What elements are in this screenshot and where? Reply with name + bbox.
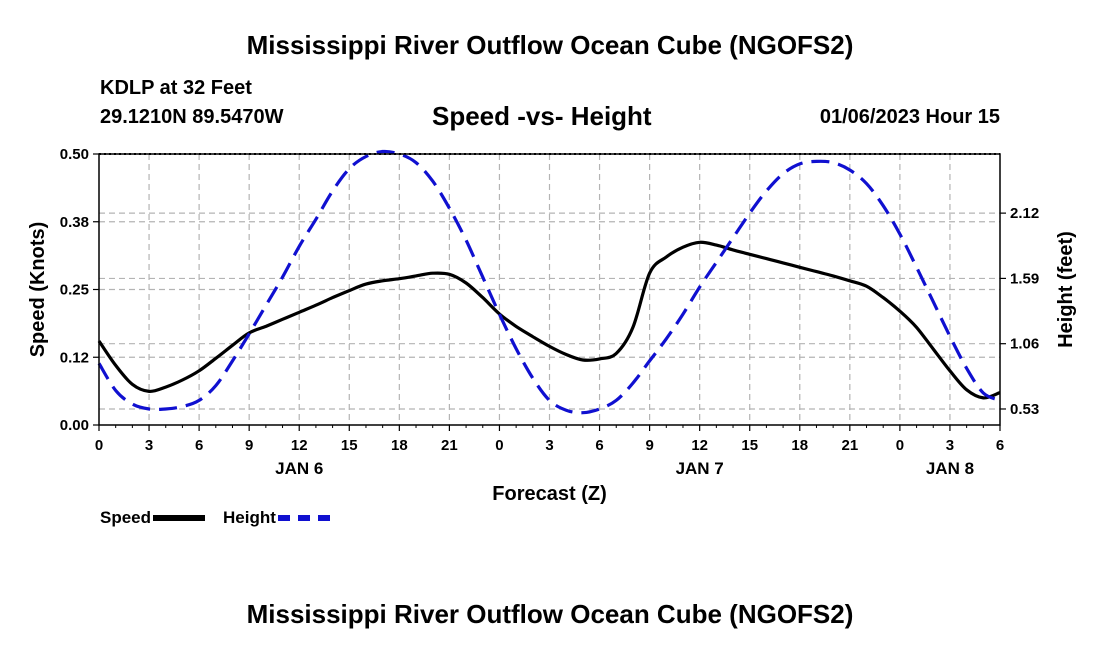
x-tick-label: 3 (145, 437, 153, 454)
chart-plot: 0 3 6 9 12 15 18 21 0 3 6 9 12 15 18 21 0 3 6 JAN 6 JAN 7 JAN… (27, 146, 1077, 505)
y-right-tick-label: 1.06 (1010, 336, 1039, 353)
legend-swatch-height (277, 515, 330, 521)
x-tick-label: 6 (195, 437, 203, 454)
x-tick-label: 18 (391, 437, 408, 454)
y-left-tick-label: 0.50 (60, 146, 89, 163)
grid-layer (99, 153, 1000, 425)
x-tick-label: 18 (791, 437, 808, 454)
tick-layer (93, 153, 1006, 431)
legend-label-speed: Speed (100, 508, 152, 527)
x-tick-label: 21 (441, 437, 458, 454)
legend-swatch-speed (153, 515, 206, 521)
x-tick-label: 6 (595, 437, 603, 454)
x-day-label: JAN 7 (676, 459, 724, 478)
x-tick-label: 6 (996, 437, 1004, 454)
station-label: KDLP at 32 Feet (100, 77, 252, 99)
label-layer: 0 3 6 9 12 15 18 21 0 3 6 9 12 15 18 21 0 3 6 JAN 6 JAN 7 JAN… (60, 146, 1039, 478)
height-series-line (97, 149, 1001, 415)
x-tick-label: 12 (291, 437, 308, 454)
legend: Speed Height (100, 508, 330, 528)
x-tick-label: 0 (896, 437, 904, 454)
y-right-tick-label: 0.53 (1010, 401, 1039, 418)
x-tick-label: 3 (545, 437, 553, 454)
x-tick-label: 21 (841, 437, 858, 454)
y-left-tick-label: 0.00 (60, 417, 89, 434)
forecast-datetime: 01/06/2023 Hour 15 (819, 106, 1000, 128)
legend-item-height: Height (223, 508, 330, 528)
x-tick-label: 0 (495, 437, 503, 454)
x-tick-label: 15 (341, 437, 358, 454)
y-axis-left-title: Speed (Knots) (27, 222, 49, 358)
x-axis-title: Forecast (Z) (492, 483, 606, 505)
legend-item-speed: Speed (100, 508, 206, 528)
station-coordinates: 29.1210N 89.5470W (100, 106, 284, 128)
speed-series-line (97, 240, 1001, 400)
x-tick-label: 15 (741, 437, 758, 454)
y-left-tick-label: 0.12 (60, 349, 89, 366)
y-axis-right-title: Height (feet) (1055, 231, 1077, 348)
x-tick-label: 12 (691, 437, 708, 454)
chart-subtitle: Speed -vs- Height (432, 101, 652, 131)
chart-title-secondary: Mississippi River Outflow Ocean Cube (NG… (246, 599, 854, 629)
x-tick-label: 0 (95, 437, 103, 454)
chart-title: Mississippi River Outflow Ocean Cube (NG… (246, 30, 854, 60)
y-right-tick-label: 2.12 (1010, 205, 1039, 222)
y-left-tick-label: 0.25 (60, 282, 89, 299)
series-layer (97, 149, 1001, 415)
y-left-tick-label: 0.38 (60, 214, 89, 231)
legend-label-height: Height (223, 508, 276, 527)
x-tick-label: 9 (245, 437, 253, 454)
x-tick-label: 3 (946, 437, 954, 454)
y-right-tick-label: 1.59 (1010, 270, 1039, 287)
x-day-label: JAN 8 (926, 459, 974, 478)
x-day-label: JAN 6 (275, 459, 323, 478)
x-tick-label: 9 (645, 437, 653, 454)
